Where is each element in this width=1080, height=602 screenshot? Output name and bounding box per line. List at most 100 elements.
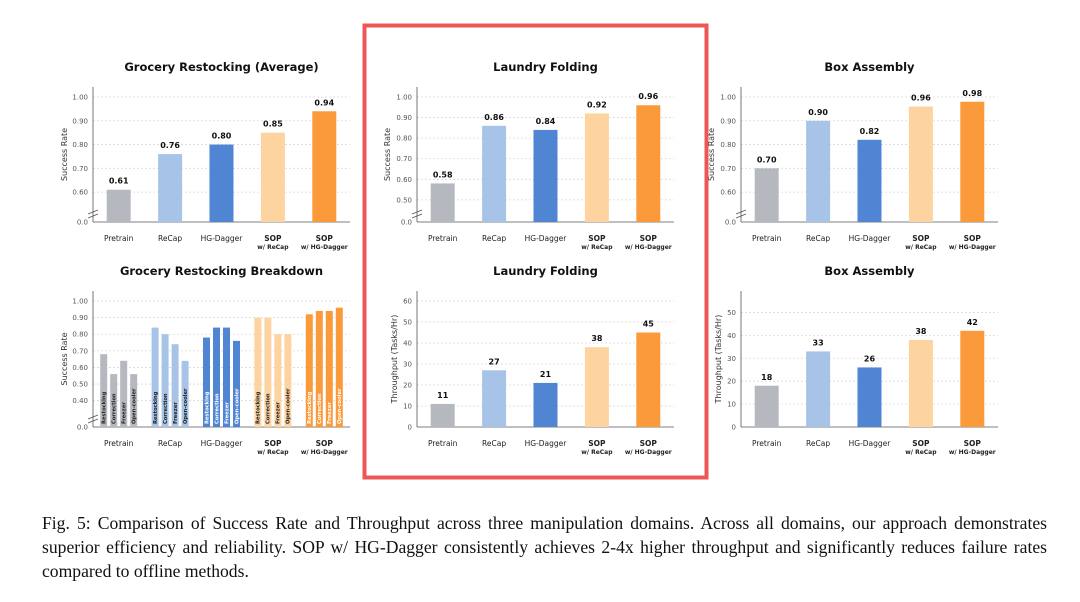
grocery-success-title: Grocery Restocking (Average) (124, 60, 318, 74)
grocery-success-bar (106, 189, 131, 222)
grocery-breakdown-bar-sublabel: Correction (163, 393, 169, 424)
grocery-breakdown-bar (254, 317, 262, 427)
box-throughput-xtick-label: HG-Dagger (849, 439, 892, 448)
laundry-throughput-bar (636, 332, 661, 427)
box-throughput-bar-label: 33 (813, 338, 824, 347)
grocery-breakdown-bar-sublabel: Correction (317, 393, 323, 424)
grocery-breakdown-bar-sublabel: Open-cooler (337, 388, 343, 424)
laundry-throughput-xtick-label: HG-Dagger (525, 439, 568, 448)
grocery-breakdown-bar (110, 374, 118, 427)
laundry-success-bar-label: 0.86 (484, 113, 504, 122)
box-success-bar-label: 0.70 (757, 155, 777, 164)
box-throughput-bar-label: 18 (761, 373, 773, 382)
laundry-success-ytick-label: 0.70 (396, 155, 412, 163)
grocery-breakdown-bar-sublabel: Freezer (122, 402, 128, 424)
laundry-success-ytick-label: 1.00 (396, 94, 412, 102)
grocery-breakdown-ytick-label: 0.40 (72, 397, 88, 405)
box-throughput-bar (806, 351, 831, 427)
box-throughput-bar-label: 26 (864, 354, 876, 363)
box-success-bar-label: 0.82 (860, 127, 880, 136)
laundry-throughput-xtick-label: SOP (588, 439, 606, 448)
box-success-ytick-label: 0.70 (720, 165, 736, 173)
laundry-throughput-bar (584, 347, 609, 427)
grocery-success-chart: Grocery Restocking (Average) 1.00 0.90 0.80… (60, 60, 350, 251)
grocery-breakdown-bar-sublabel: Open-cooler (234, 388, 240, 424)
box-throughput-xtick-sublabel: w/ HG-Dagger (949, 449, 996, 456)
grocery-breakdown-ytick-label: 0.80 (72, 331, 88, 339)
grocery-breakdown-bar (100, 354, 108, 427)
grocery-breakdown-xtick-label: SOP (316, 439, 334, 448)
grocery-breakdown-zero-label: 0.0 (77, 424, 88, 432)
grocery-success-bar-label: 0.80 (212, 132, 232, 141)
grocery-breakdown-bar-sublabel: Restocking (256, 391, 262, 424)
grocery-breakdown-bar-sublabel: Restocking (102, 391, 108, 424)
grocery-breakdown-bar-sublabel: Freezer (327, 402, 333, 424)
grocery-success-bar (209, 144, 234, 222)
laundry-throughput-ytick-label: 40 (403, 340, 412, 348)
laundry-throughput-xtick-sublabel: w/ HG-Dagger (625, 449, 672, 456)
laundry-throughput-bar-label: 27 (489, 357, 500, 366)
grocery-breakdown-ytick-label: 0.60 (72, 364, 88, 372)
box-success-bar (960, 101, 985, 222)
laundry-throughput-bar (430, 403, 455, 427)
laundry-throughput-bar-label: 11 (437, 391, 449, 400)
box-success-bar (908, 106, 933, 222)
box-success-xtick-label: SOP (964, 234, 982, 243)
grocery-breakdown-bar (315, 310, 323, 427)
grocery-breakdown-bar (233, 340, 240, 427)
laundry-success-ylabel: Success Rate (383, 128, 392, 181)
laundry-success-xtick-label: Pretrain (428, 234, 458, 243)
grocery-breakdown-ytick-label: 1.00 (72, 298, 88, 306)
laundry-success-xtick-sublabel: w/ HG-Dagger (625, 244, 672, 251)
grocery-breakdown-xtick-sublabel: w/ ReCap (257, 449, 289, 456)
laundry-success-xtick-sublabel: w/ ReCap (581, 244, 613, 251)
laundry-throughput-ytick-label: 0 (408, 424, 412, 432)
laundry-throughput-ytick-label: 60 (403, 298, 412, 306)
box-success-xtick-label: HG-Dagger (849, 234, 892, 243)
grocery-breakdown-bar (151, 327, 159, 427)
grocery-breakdown-bar-sublabel: Freezer (173, 402, 179, 424)
laundry-throughput-ytick-label: 20 (403, 382, 412, 390)
box-throughput-ylabel: Throughput (Tasks/Hr) (714, 315, 723, 405)
box-success-bar-label: 0.90 (808, 108, 828, 117)
grocery-breakdown-ytick-label: 0.50 (72, 381, 88, 389)
laundry-success-chart: Laundry Folding 1.00 0.90 0.80 0.70 0.60 0.50 0… (383, 60, 674, 251)
grocery-breakdown-bar (161, 334, 169, 427)
grocery-breakdown-bar-sublabel: Correction (112, 393, 118, 424)
box-throughput-ytick-label: 50 (727, 309, 736, 317)
box-throughput-chart: Box Assembly 50 40 30 20 10 0 Throughput (Tasks… (714, 264, 998, 456)
grocery-breakdown-bar-sublabel: Correction (266, 393, 272, 424)
laundry-throughput-ylabel: Throughput (Tasks/Hr) (390, 315, 399, 405)
laundry-throughput-xtick-label: Pretrain (428, 439, 458, 448)
grocery-breakdown-ylabel: Success Rate (60, 332, 69, 385)
grocery-breakdown-bar (203, 337, 210, 427)
grocery-success-ytick-label: 0.90 (72, 117, 88, 125)
laundry-success-xtick-label: SOP (588, 234, 606, 243)
box-throughput-ytick-label: 10 (727, 401, 736, 409)
grocery-success-bar-label: 0.94 (314, 98, 334, 107)
laundry-throughput-bar-label: 21 (540, 370, 552, 379)
box-success-xtick-sublabel: w/ HG-Dagger (949, 244, 996, 251)
box-success-ylabel: Success Rate (707, 128, 716, 181)
box-success-xtick-sublabel: w/ ReCap (905, 244, 937, 251)
box-success-ytick-label: 0.60 (720, 189, 736, 197)
grocery-success-bar-label: 0.85 (263, 120, 283, 129)
box-throughput-bar-label: 38 (915, 327, 927, 336)
laundry-success-bar-label: 0.58 (433, 170, 453, 179)
box-success-bar-label: 0.96 (911, 94, 931, 103)
grocery-success-ytick-label: 0.80 (72, 141, 88, 149)
laundry-throughput-ytick-label: 50 (403, 319, 412, 327)
laundry-throughput-chart: Laundry Folding 60 50 40 30 20 10 0 Throughput (… (390, 264, 674, 456)
grocery-breakdown-bar-sublabel: Freezer (224, 402, 230, 424)
grocery-breakdown-bar-sublabel: Open-cooler (183, 388, 189, 424)
laundry-success-bar (636, 105, 661, 222)
box-success-xtick-label: ReCap (806, 234, 830, 243)
laundry-throughput-ytick-label: 10 (403, 403, 412, 411)
grocery-success-xtick-label: SOP (264, 234, 282, 243)
grocery-breakdown-bar (213, 327, 220, 427)
box-throughput-bar (960, 330, 985, 427)
highlight-box (362, 23, 709, 480)
grocery-breakdown-bar-sublabel: Restocking (153, 391, 159, 424)
grocery-breakdown-xtick-label: Pretrain (104, 439, 134, 448)
grocery-breakdown-bar-sublabel: Restocking (307, 391, 313, 424)
